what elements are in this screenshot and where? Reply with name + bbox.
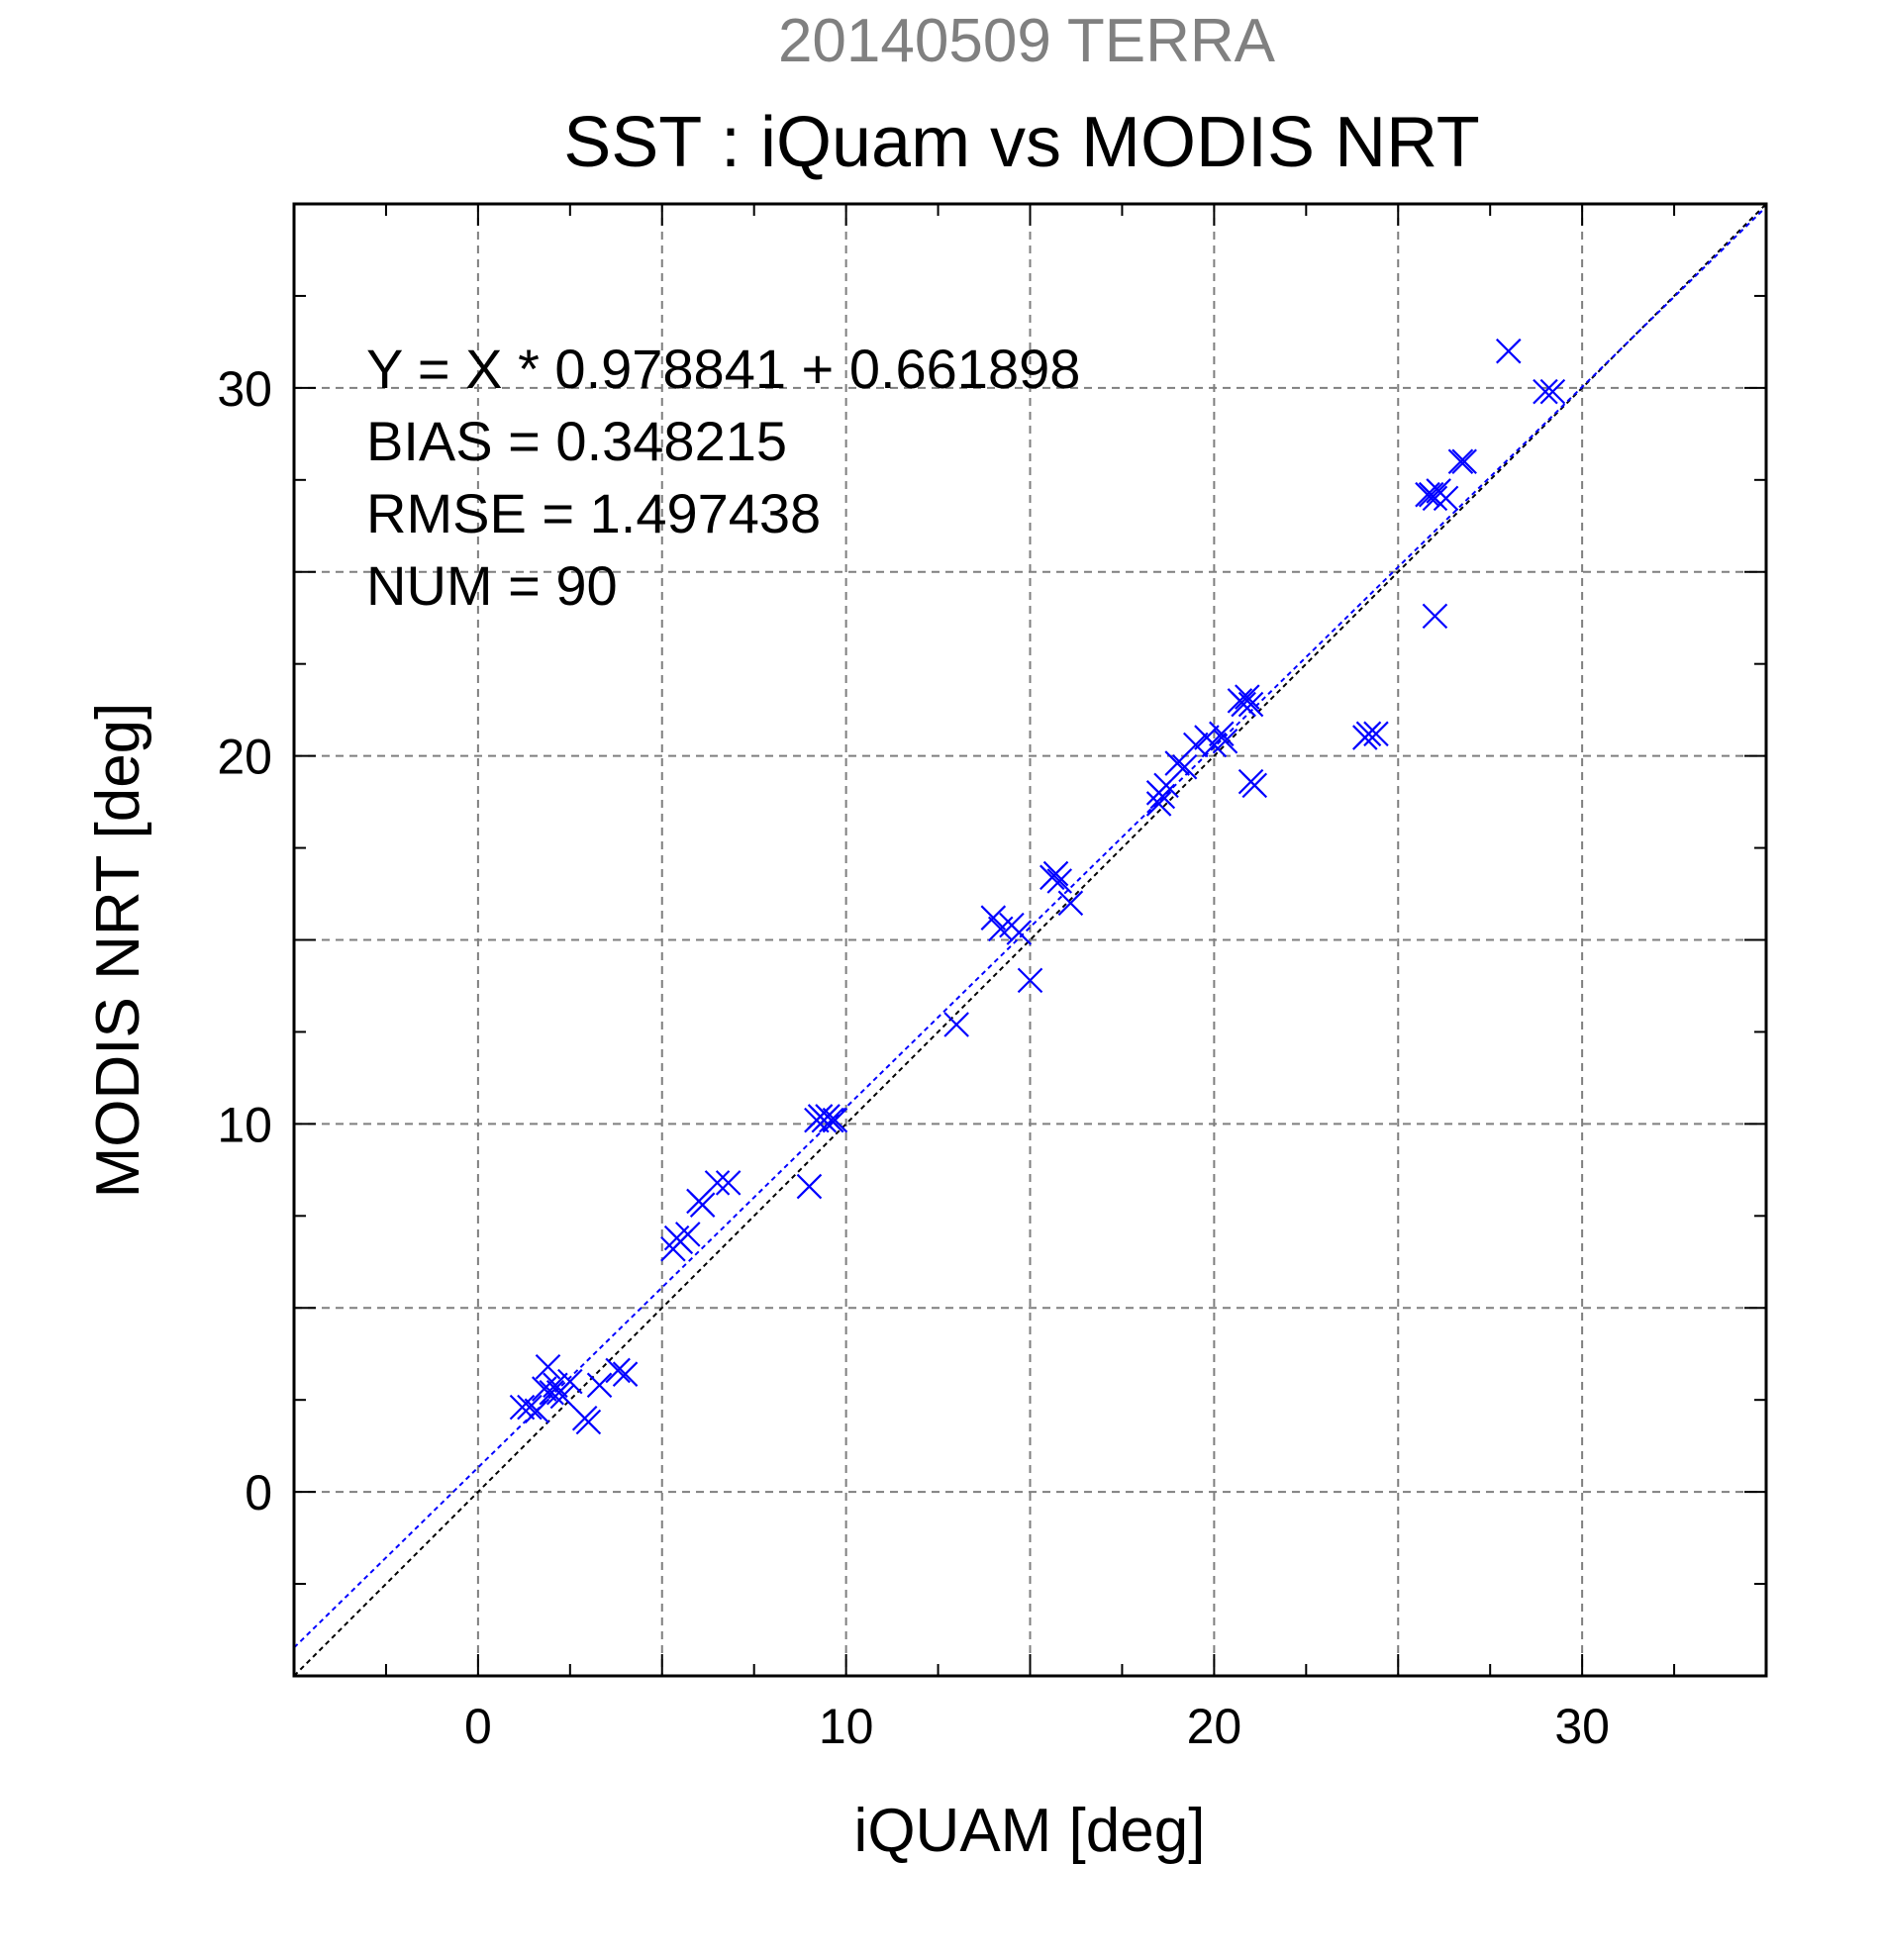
data-point [1451, 448, 1477, 475]
x-tick-labels: 0 10 20 30 [464, 1699, 1610, 1754]
y-tick-labels: 0 10 20 30 [217, 361, 272, 1520]
data-point [1017, 967, 1043, 994]
data-point [943, 1012, 969, 1037]
x-axis-label: iQUAM [deg] [854, 1797, 1206, 1865]
data-point [524, 1398, 550, 1424]
data-point [822, 1107, 848, 1133]
data-point [1057, 890, 1084, 917]
data-point [535, 1353, 561, 1380]
data-point [1241, 772, 1268, 799]
data-point [517, 1394, 543, 1421]
chart-supertitle: 20140509 TERRA [778, 7, 1276, 75]
data-point [1496, 338, 1522, 364]
y-tick-label: 20 [217, 730, 272, 785]
y-tick-label: 30 [217, 361, 272, 417]
stats-num: NUM = 90 [366, 554, 618, 617]
y-axis-label: MODIS NRT [deg] [84, 703, 152, 1199]
data-point [605, 1357, 631, 1384]
data-point [1231, 691, 1256, 718]
data-point [704, 1170, 731, 1196]
data-point [1422, 485, 1448, 512]
x-tick-label: 0 [464, 1699, 492, 1754]
data-point [509, 1394, 536, 1421]
grid-lines [294, 204, 1766, 1676]
data-point [1046, 868, 1073, 894]
data-point [575, 1409, 602, 1435]
data-point [549, 1383, 576, 1410]
data-point [586, 1372, 613, 1399]
data-points [509, 338, 1566, 1435]
stats-equation: Y = X * 0.978841 + 0.661898 [366, 338, 1080, 400]
data-point [1235, 684, 1260, 710]
data-point [1042, 860, 1069, 887]
data-point [1363, 721, 1389, 747]
plot-frame [292, 202, 1768, 1678]
data-point [689, 1192, 716, 1218]
data-point [796, 1173, 823, 1200]
data-point [818, 1107, 844, 1133]
data-point [1355, 721, 1382, 747]
data-point [543, 1372, 568, 1399]
data-point [1238, 691, 1264, 718]
data-point [1212, 728, 1238, 754]
data-point [1539, 378, 1566, 405]
data-point [715, 1170, 742, 1196]
x-tick-label: 30 [1554, 1699, 1610, 1754]
y-tick-label: 0 [245, 1465, 272, 1520]
data-point [980, 905, 1007, 931]
data-point [1006, 920, 1033, 945]
chart-title: SST : iQuam vs MODIS NRT [563, 103, 1480, 182]
x-tick-label: 10 [819, 1699, 874, 1754]
y-tick-label: 10 [217, 1097, 272, 1152]
data-point [1422, 603, 1448, 630]
data-point [674, 1222, 701, 1247]
stats-rmse: RMSE = 1.497438 [366, 482, 821, 544]
data-point [1145, 791, 1172, 817]
data-point [612, 1361, 639, 1387]
data-point [1209, 721, 1235, 747]
data-point [1533, 378, 1558, 405]
x-tick-label: 20 [1187, 1699, 1242, 1754]
data-point [1183, 732, 1209, 758]
data-point [1171, 754, 1198, 780]
stats-bias: BIAS = 0.348215 [366, 410, 787, 472]
data-point [557, 1368, 583, 1395]
data-point [1433, 485, 1459, 512]
data-point [1447, 448, 1474, 475]
